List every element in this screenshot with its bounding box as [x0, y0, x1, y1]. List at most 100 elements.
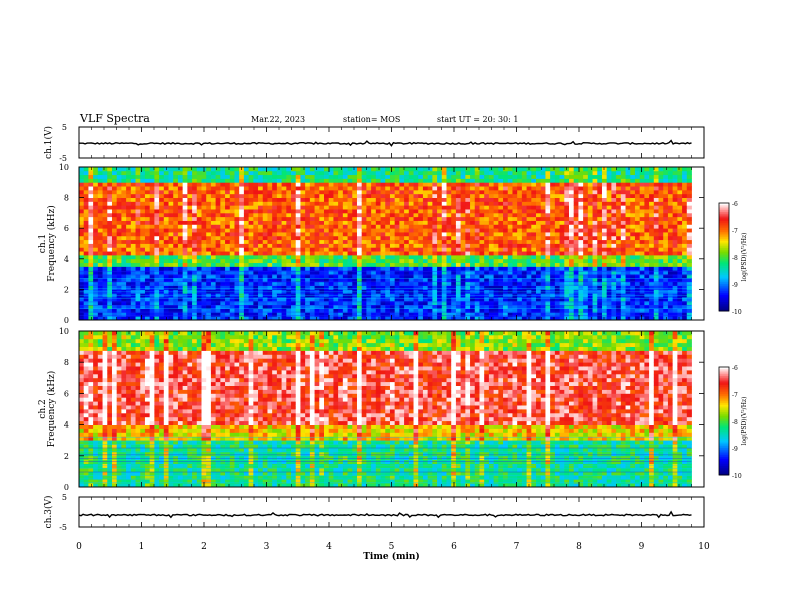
spectrogram-cell: [248, 281, 254, 286]
spectrogram-cell: [644, 239, 650, 244]
spectrogram-cell: [616, 258, 622, 264]
spectrogram-cell: [267, 308, 273, 313]
spectrogram-cell: [225, 186, 231, 191]
spectrogram-cell: [550, 285, 556, 290]
spectrogram-cell: [309, 224, 315, 229]
spectrogram-cell: [512, 316, 518, 321]
spectrogram-cell: [564, 186, 570, 191]
spectrogram-cell: [168, 300, 174, 306]
spectrogram-cell: [144, 277, 151, 283]
spectrogram-cell: [140, 224, 146, 229]
spectrogram-cell: [460, 281, 466, 286]
spectrogram-cell: [630, 205, 636, 210]
spectrogram-cell: [352, 300, 358, 306]
spectrogram-cell: [545, 216, 551, 221]
spectrogram-cell: [225, 262, 231, 267]
spectrogram-cell: [437, 232, 443, 237]
spectrogram-cell: [328, 239, 334, 244]
spectrogram-cell: [536, 247, 542, 252]
spectrogram-cell: [385, 254, 391, 260]
spectrogram-cell: [347, 239, 353, 244]
spectrogram-cell: [319, 304, 325, 309]
spectrogram-cell: [324, 182, 330, 187]
spectrogram-cell: [366, 266, 372, 271]
spectrogram-cell: [507, 182, 513, 187]
spectrogram-cell: [243, 285, 250, 290]
spectrogram-cell: [281, 266, 287, 271]
spectrogram-cell: [441, 258, 447, 264]
spectrogram-cell: [333, 224, 339, 229]
spectrogram-cell: [592, 167, 598, 172]
spectrogram-cell: [111, 247, 118, 252]
spectrogram-cell: [484, 258, 490, 264]
spectrogram-cell: [399, 289, 405, 294]
spectrogram-cell: [408, 243, 414, 248]
spectrogram-cell: [107, 174, 113, 179]
spectrogram-cell: [187, 247, 193, 252]
spectrogram-cell: [333, 300, 339, 306]
spectrogram-cell: [455, 220, 462, 225]
spectrogram-cell: [225, 277, 231, 283]
spectrogram-cell: [385, 167, 391, 172]
spectrogram-cell: [281, 277, 287, 283]
spectrogram-cell: [630, 300, 636, 306]
spectrogram-cell: [196, 251, 202, 256]
spectrogram-cell: [460, 254, 466, 260]
spectrogram-cell: [418, 254, 424, 260]
spectrogram-cell: [291, 205, 297, 210]
spectrogram-cell: [432, 209, 438, 214]
spectrogram-cell: [545, 205, 551, 210]
spectrogram-cell: [328, 262, 334, 267]
spectrogram-cell: [107, 186, 113, 191]
spectrogram-cell: [276, 308, 282, 313]
spectrogram-cell: [201, 297, 207, 302]
spectrogram-cell: [451, 220, 457, 225]
spectrogram-cell: [375, 289, 381, 294]
spectrogram-cell: [196, 254, 202, 260]
spectrogram-cell: [427, 201, 433, 206]
spectrogram-cell: [140, 258, 146, 264]
spectrogram-cell: [220, 212, 226, 218]
spectrogram-cell: [258, 316, 264, 321]
spectrogram-cell: [404, 289, 410, 294]
spectrogram-cell: [135, 308, 141, 313]
spectrogram-cell: [531, 167, 537, 172]
spectrogram-cell: [243, 224, 250, 229]
spectrogram-cell: [578, 205, 584, 210]
spectrogram-cell: [620, 235, 626, 241]
spectrogram-cell: [234, 277, 240, 283]
spectrogram-cell: [432, 178, 438, 183]
spectrogram-cell: [215, 178, 221, 183]
spectrogram-cell: [267, 274, 273, 279]
spectrogram-cell: [168, 212, 174, 218]
spectrogram-cell: [634, 201, 641, 206]
spectrogram-cell: [135, 212, 141, 218]
spectrogram-cell: [234, 243, 240, 248]
spectrogram-cell: [116, 281, 122, 286]
spectrogram-cell: [192, 247, 198, 252]
spectrogram-cell: [503, 224, 509, 229]
spectrogram-cell: [347, 281, 353, 286]
spectrogram-cell: [620, 170, 626, 176]
spectrogram-cell: [620, 228, 626, 233]
spectrogram-cell: [545, 285, 551, 290]
spectrogram-cell: [564, 254, 570, 260]
spectrogram-cell: [479, 201, 485, 206]
spectrogram-cell: [83, 289, 89, 294]
spectrogram-cell: [583, 220, 589, 225]
spectrogram-cell: [559, 235, 565, 241]
spectrogram-cell: [441, 193, 447, 198]
spectrogram-cell: [144, 274, 151, 279]
spectrogram-cell: [611, 239, 617, 244]
spectrogram-cell: [201, 312, 207, 317]
spectrogram-cell: [356, 239, 363, 244]
spectrogram-cell: [371, 308, 377, 313]
spectrogram-cell: [352, 277, 358, 283]
spectrogram-cell: [649, 239, 655, 244]
spectrogram-cell: [126, 170, 132, 176]
spectrogram-cell: [512, 170, 518, 176]
spectrogram-cell: [93, 304, 99, 309]
spectrogram-cell: [389, 197, 396, 202]
spectrogram-cell: [116, 247, 122, 252]
spectrogram-cell: [625, 308, 631, 313]
